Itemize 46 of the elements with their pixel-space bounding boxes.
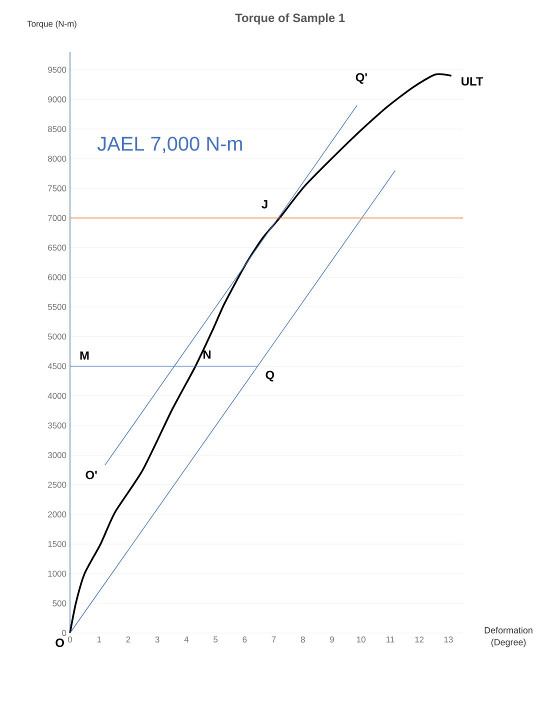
y-tick-label: 5500 xyxy=(48,304,66,310)
x-tick-label: 6 xyxy=(242,636,247,642)
x-tick-label: 9 xyxy=(330,636,334,642)
x-tick-label: 0 xyxy=(68,636,72,642)
annotation: O xyxy=(56,638,64,647)
x-tick-label: 12 xyxy=(415,636,424,642)
y-tick-label: 6000 xyxy=(48,274,66,280)
y-tick-label: 4500 xyxy=(48,363,66,370)
y-axis-title: Torque (N-m) xyxy=(27,20,76,28)
y-tick-label: 8000 xyxy=(48,156,66,162)
x-tick-label: 10 xyxy=(357,636,366,642)
x-tick-label: 7 xyxy=(272,636,276,642)
y-tick-label: 9500 xyxy=(48,66,66,73)
x-tick-label: 2 xyxy=(126,636,130,642)
annotation: ULT xyxy=(462,77,484,86)
x-tick-label: 3 xyxy=(155,636,160,642)
y-tick-label: 3000 xyxy=(48,452,66,458)
y-tick-label: 1000 xyxy=(48,570,66,577)
y-tick-label: 3500 xyxy=(48,422,66,428)
y-tick-label: 1500 xyxy=(48,541,66,548)
y-tick-label: 8500 xyxy=(48,126,66,132)
y-tick-label: 6500 xyxy=(48,244,66,251)
annotation: Q xyxy=(266,370,274,382)
x-axis-title: Deformation (Degree) xyxy=(484,626,532,648)
y-tick-label: 7000 xyxy=(48,215,66,221)
y-tick-label: 0 xyxy=(62,630,66,636)
x-tick-label: 4 xyxy=(184,636,189,642)
y-tick-label: 5000 xyxy=(48,334,66,340)
y-tick-label: 500 xyxy=(52,600,66,606)
x-tick-label: 11 xyxy=(386,636,394,642)
x-tick-label: 1 xyxy=(97,636,102,642)
y-tick-label: 7500 xyxy=(48,185,66,192)
y-tick-label: 2000 xyxy=(48,511,66,518)
annotation: O' xyxy=(86,470,97,480)
y-tick-label: 2500 xyxy=(48,482,66,488)
annotation: N xyxy=(203,350,211,359)
x-tick-label: 8 xyxy=(300,636,305,642)
x-tick-label: 5 xyxy=(214,636,218,642)
annotation: JAEL 7,000 N-m xyxy=(97,136,242,154)
y-tick-label: 9000 xyxy=(48,96,66,102)
y-tick-label: 4000 xyxy=(48,392,66,399)
annotation: M xyxy=(80,351,89,360)
x-tick-label: 13 xyxy=(444,636,453,642)
annotation: Q' xyxy=(356,73,367,84)
annotation: J xyxy=(262,200,268,208)
chart-title: Torque of Sample 1 xyxy=(235,13,345,24)
